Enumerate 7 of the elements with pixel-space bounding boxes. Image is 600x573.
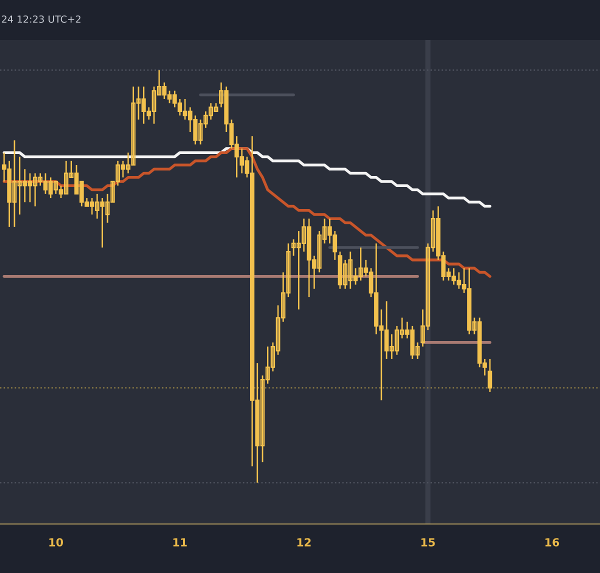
x-tick-label: 11 (173, 538, 187, 546)
x-tick-label: 16 (545, 538, 560, 546)
candlestick (488, 358, 492, 393)
x-tick-label: 12 (297, 538, 311, 546)
chart-title: 24 12:23 UTC+2 (2, 15, 80, 23)
x-tick-label: 10 (49, 538, 64, 546)
x-tick-label: 15 (421, 538, 435, 546)
